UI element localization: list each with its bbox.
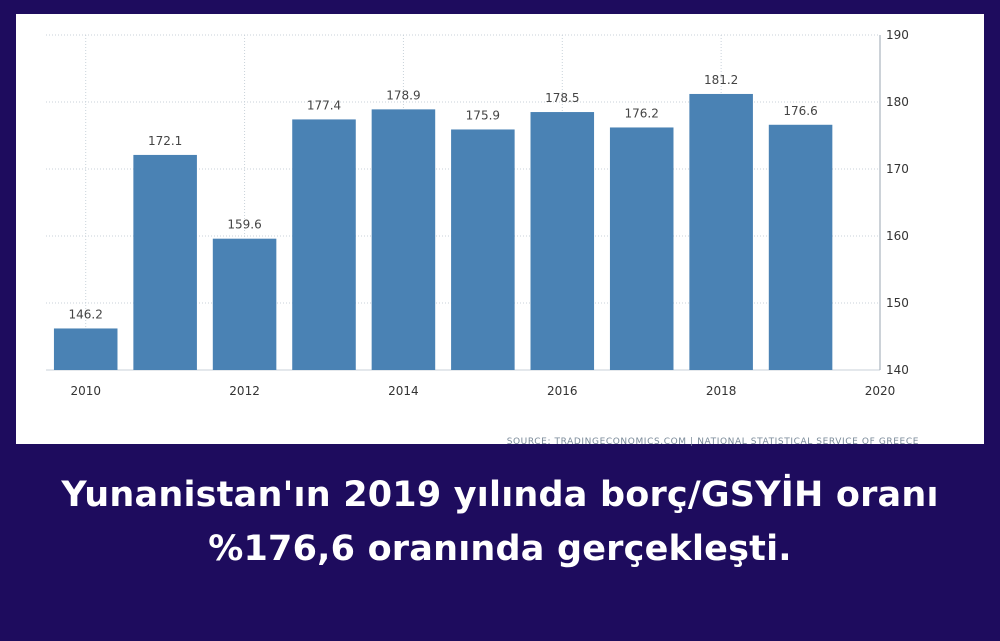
data-label-2013: 177.4: [307, 98, 341, 112]
bar-2014: [371, 109, 436, 371]
y-tick-150: 150: [886, 296, 909, 310]
bar-2015: [451, 129, 515, 370]
data-label-2010: 146.2: [69, 307, 103, 321]
data-label-2011: 172.1: [148, 134, 182, 148]
data-label-2016: 178.5: [545, 91, 579, 105]
bar-2011: [133, 154, 197, 370]
data-label-2012: 159.6: [227, 218, 261, 232]
bar-2017: [609, 127, 674, 371]
caption-line-1: Yunanistan'ın 2019 yılında borç/GSYİH or…: [61, 475, 939, 515]
bar-2016: [530, 112, 595, 371]
x-tick-2014: 2014: [388, 384, 419, 398]
bar-2013: [292, 119, 356, 370]
chart-card: 140 150 160 170 180 190 2010 2012 2014 2016 2018 20…: [16, 14, 984, 447]
x-tick-2020: 2020: [865, 384, 896, 398]
caption-line-2: %176,6 oranında gerçekleşti.: [208, 529, 792, 569]
data-label-2018: 181.2: [704, 73, 738, 87]
y-tick-140: 140: [886, 363, 909, 377]
x-tick-2018: 2018: [706, 384, 737, 398]
y-tick-190: 190: [886, 28, 909, 42]
bar-2019: [768, 124, 833, 370]
bar-2018: [689, 93, 753, 371]
x-tick-2016: 2016: [547, 384, 578, 398]
y-tick-170: 170: [886, 162, 909, 176]
x-tick-2012: 2012: [229, 384, 260, 398]
y-tick-160: 160: [886, 229, 909, 243]
x-tick-2010: 2010: [70, 384, 101, 398]
data-label-2017: 176.2: [625, 106, 659, 120]
data-label-2015: 175.9: [466, 108, 500, 122]
bar-2012: [212, 238, 277, 370]
data-label-2014: 178.9: [386, 88, 420, 102]
bar-2010: [53, 328, 118, 370]
y-tick-180: 180: [886, 95, 909, 109]
caption: Yunanistan'ın 2019 yılında borç/GSYİH or…: [0, 468, 1000, 576]
bar-chart: 140 150 160 170 180 190 2010 2012 2014 2016 2018 20…: [46, 28, 909, 398]
chart-source: SOURCE: TRADINGECONOMICS.COM | NATIONAL …: [506, 437, 919, 447]
data-label-2019: 176.6: [783, 104, 817, 118]
